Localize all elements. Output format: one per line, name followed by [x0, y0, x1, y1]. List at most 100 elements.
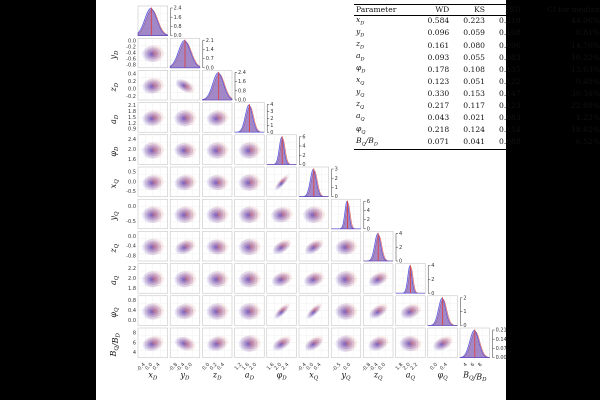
contour-blue-3-0-2	[147, 115, 157, 122]
contour-blue-10-7-1	[371, 339, 384, 349]
y-tick-label-10-0: 8	[133, 330, 136, 336]
contour-red-3-2-2	[213, 114, 223, 122]
contour-blue-9-5-3	[311, 310, 315, 314]
contour-red-4-1-0	[176, 142, 196, 159]
ci-value: 30.34%	[571, 89, 600, 98]
stats-row-1: yD 0.096 0.059 0.108 0.81%	[354, 27, 600, 40]
diag-tick-label-9-2: 0	[463, 323, 466, 329]
contour-red-10-8-2	[406, 340, 416, 347]
x-tick-label-9-1: 0.4	[439, 362, 449, 372]
contour-red-7-6-2	[342, 243, 352, 251]
y-tick-label-3-3: 1.2	[128, 121, 136, 127]
jsd-value: 0.122	[498, 76, 521, 86]
contour-red-4-2-0	[208, 141, 229, 159]
contour-blue-6-1-3	[182, 213, 186, 217]
diag-tick-label-3-0: 4	[270, 102, 273, 108]
y-tick-label-3-4: 0.9	[128, 127, 136, 133]
contour-blue-9-6-1	[338, 306, 352, 318]
contour-blue-1-0-3	[149, 52, 154, 56]
contour-red-8-4-3	[280, 277, 285, 281]
contour-blue-9-2-0	[206, 303, 226, 320]
diag-tick-label-10-1: 0.14	[496, 337, 506, 343]
diag-tick-label-5-2: 1	[335, 185, 338, 191]
contour-blue-10-6-1	[338, 338, 352, 350]
contour-blue-4-3-2	[244, 147, 253, 155]
diag-tick-label-9-1: 1	[463, 309, 466, 315]
ks-value: 0.051	[463, 76, 485, 86]
contour-red-3-1-1	[178, 112, 194, 124]
contour-red-9-7-0	[370, 303, 388, 318]
contour-red-8-6-3	[344, 277, 350, 281]
contour-blue-10-0-1	[145, 339, 159, 350]
contour-blue-3-1-2	[179, 114, 189, 123]
contour-blue-8-5-1	[306, 275, 320, 285]
contour-blue-10-9-1	[435, 339, 449, 349]
contour-blue-10-1-2	[179, 340, 188, 347]
contour-blue-9-8-1	[403, 307, 417, 317]
contour-blue-8-1-1	[177, 273, 191, 286]
stats-row-10: BQ/BD 0.071 0.041 0.088 6.52%	[354, 136, 600, 150]
x-axis-label-9: φQ	[438, 371, 449, 382]
wd-value: 0.161	[427, 40, 450, 50]
contour-red-9-5-1	[309, 305, 320, 316]
contour-red-9-7-2	[375, 307, 383, 314]
contour-red-6-0-0	[143, 206, 164, 223]
contour-red-10-1-2	[181, 340, 191, 347]
contour-red-9-3-3	[248, 309, 253, 313]
contour-blue-2-1-0	[175, 79, 193, 93]
contour-red-6-1-1	[178, 208, 194, 221]
contour-blue-2-1-1	[178, 81, 190, 91]
ks-value: 0.223	[463, 16, 485, 26]
contour-red-1-0-0	[143, 45, 164, 62]
diag-tick-label-3-2: 2	[270, 116, 273, 122]
diag-tick-label-10-3: 0.00	[496, 355, 506, 361]
contour-blue-3-2-1	[209, 113, 224, 124]
diag-tick-label-1-2: 0.7	[206, 56, 214, 62]
contour-red-3-2-0	[208, 110, 229, 126]
header-ci: CI for median	[522, 4, 600, 16]
diag-tick-label-4-0: 6	[302, 134, 305, 140]
x-tick-label-9-0: 0.0	[429, 362, 439, 372]
contour-blue-5-3-1	[241, 177, 256, 189]
stats-row-4: φD 0.178 0.108 0.135 13.63%	[354, 63, 600, 76]
contour-red-10-9-0	[434, 336, 453, 350]
x-tick-label-0-2: 0.4	[152, 362, 162, 372]
diag-tick-label-8-1: 2	[431, 277, 434, 283]
contour-red-8-1-3	[183, 277, 189, 281]
x-axis-label-7: zQ	[373, 371, 383, 382]
wd-value: 0.043	[427, 113, 450, 123]
contour-red-7-0-2	[149, 243, 159, 251]
diag-density-red-2	[202, 73, 233, 101]
contour-red-5-1-1	[178, 176, 194, 188]
x-tick-label-1-2: 0.0	[184, 362, 194, 372]
jsd-value: 0.147	[498, 89, 521, 98]
param-name: φD	[356, 63, 366, 75]
contour-blue-6-1-0	[174, 207, 194, 223]
y-tick-label-7-2: -0.8	[126, 254, 136, 260]
contour-blue-6-5-3	[310, 213, 315, 217]
contour-blue-6-4-3	[278, 213, 283, 217]
y-tick-label-8-2: 1.8	[128, 286, 136, 292]
contour-blue-4-0-3	[149, 149, 154, 153]
contour-blue-7-3-0	[238, 239, 258, 256]
contour-blue-8-4-1	[274, 275, 288, 285]
diag-density-blue-6	[331, 200, 361, 230]
diag-tick-label-1-0: 2.1	[206, 38, 214, 44]
contour-red-9-6-1	[339, 305, 355, 318]
contour-red-1-0-2	[149, 49, 159, 58]
contour-red-7-2-0	[208, 239, 229, 255]
wd-value: 0.218	[427, 125, 450, 135]
contour-blue-7-1-3	[182, 246, 187, 249]
contour-blue-3-0-1	[145, 113, 159, 124]
contour-red-4-0-3	[151, 148, 156, 152]
contour-blue-7-2-3	[214, 245, 219, 249]
contour-blue-1-0-1	[144, 48, 159, 60]
contour-red-5-3-1	[243, 176, 258, 189]
contour-red-9-2-0	[208, 302, 229, 320]
contour-red-8-0-1	[146, 273, 162, 285]
contour-red-6-0-3	[151, 212, 156, 217]
x-tick-label-4-1: 2.0	[273, 362, 283, 372]
contour-red-2-1-0	[177, 79, 195, 93]
contour-red-7-1-1	[179, 241, 193, 252]
contour-red-8-4-0	[273, 271, 292, 286]
